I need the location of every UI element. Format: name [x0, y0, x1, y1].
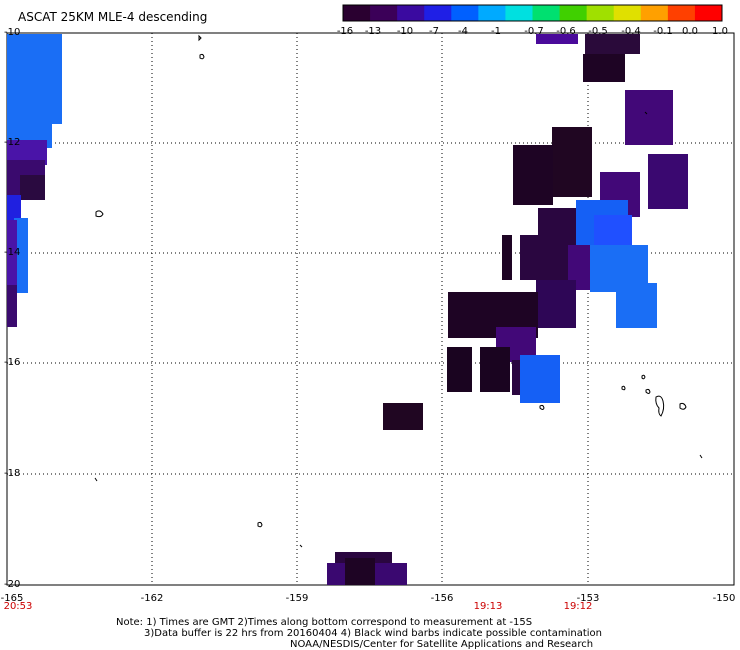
colorbar-label: -7	[429, 26, 439, 37]
time-label: 19:13	[473, 601, 503, 612]
colorbar-segment	[424, 5, 452, 21]
wind-swath-east	[327, 34, 688, 585]
lat-label: -10	[4, 27, 21, 38]
colorbar-label: -0.7	[524, 26, 544, 37]
lat-label: -20	[4, 579, 21, 590]
coastlines	[94, 34, 703, 548]
graticule	[7, 33, 734, 585]
colorbar-segment	[397, 5, 425, 21]
colorbar-segment	[613, 5, 642, 21]
colorbar-segment	[640, 5, 669, 21]
colorbar-segment	[667, 5, 696, 21]
lat-label: -18	[4, 468, 21, 479]
lon-label: -150	[712, 593, 736, 604]
colorbar-label: -0.6	[556, 26, 576, 37]
note-line-1: Note: 1) Times are GMT 2)Times along bot…	[116, 617, 533, 628]
note-line-3: NOAA/NESDIS/Center for Satellite Applica…	[290, 639, 594, 650]
colorbar-segment	[694, 5, 723, 21]
colorbar-segment	[586, 5, 615, 21]
colorbar-segment	[370, 5, 398, 21]
colorbar-segment	[451, 5, 479, 21]
lon-label: -159	[285, 593, 309, 604]
colorbar-label: -4	[458, 26, 468, 37]
colorbar-label: -10	[396, 26, 414, 37]
lon-label: -165	[0, 593, 24, 604]
colorbar	[342, 4, 723, 22]
lon-label: -156	[430, 593, 454, 604]
time-label: 20:53	[3, 601, 33, 612]
lon-label: -162	[140, 593, 164, 604]
lat-label: -12	[4, 137, 21, 148]
map-title: ASCAT 25KM MLE-4 descending	[18, 10, 208, 24]
colorbar-label: -16	[336, 26, 354, 37]
colorbar-label: -1	[491, 26, 501, 37]
colorbar-segment	[532, 5, 561, 21]
colorbar-label: 0.0	[682, 26, 698, 37]
colorbar-label: -13	[364, 26, 382, 37]
colorbar-label: 1.0	[712, 26, 728, 37]
lat-label: -14	[4, 247, 21, 258]
colorbar-segment	[478, 5, 506, 21]
time-label: 19:12	[563, 601, 593, 612]
colorbar-label: -0.1	[653, 26, 673, 37]
colorbar-segment	[343, 5, 371, 21]
lon-label: -153	[576, 593, 600, 604]
colorbar-border	[342, 4, 723, 22]
lat-label: -16	[4, 357, 21, 368]
note-line-2: 3)Data buffer is 22 hrs from 20160404 4)…	[144, 628, 602, 639]
wind-swath-west	[7, 34, 62, 327]
colorbar-label: -0.4	[621, 26, 641, 37]
colorbar-label: -0.5	[588, 26, 608, 37]
colorbar-segment	[559, 5, 588, 21]
colorbar-segment	[505, 5, 533, 21]
